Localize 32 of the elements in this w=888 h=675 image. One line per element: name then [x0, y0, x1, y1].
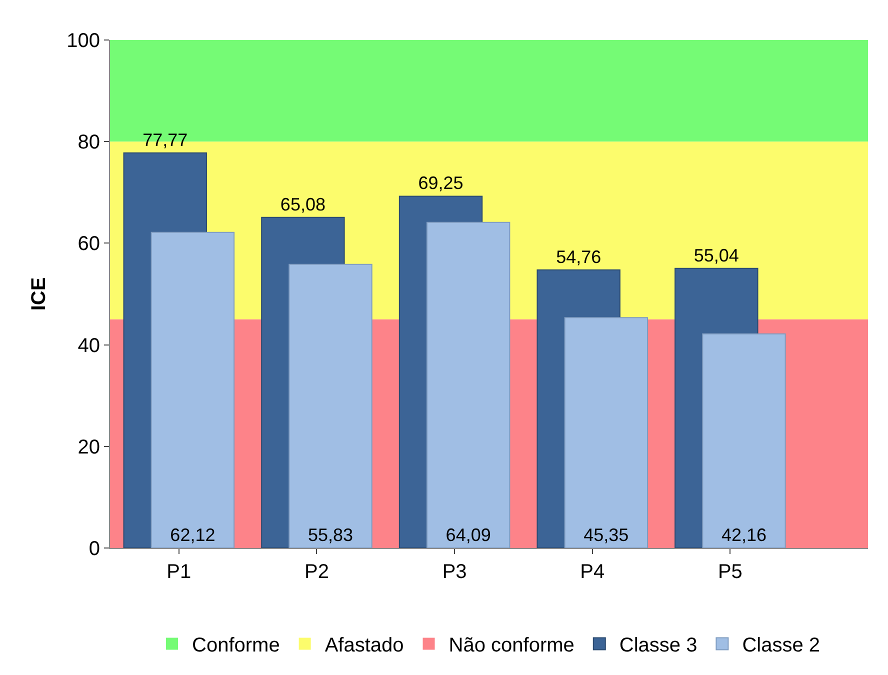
bar	[288, 264, 372, 548]
data-label: 55,83	[308, 525, 354, 545]
x-tick-label: P1	[166, 561, 192, 583]
legend-label: Classe 3	[619, 634, 698, 656]
x-tick-label: P4	[580, 561, 605, 583]
y-tick-label: 60	[78, 233, 100, 256]
y-tick-label: 100	[66, 30, 100, 52]
data-label: 64,09	[446, 525, 491, 545]
bar	[564, 317, 648, 548]
legend-label: Não conforme	[448, 634, 574, 656]
bar	[702, 333, 786, 548]
data-label: 65,08	[280, 194, 326, 214]
data-label: 54,76	[556, 246, 602, 267]
legend-label: Afastado	[324, 634, 404, 656]
x-tick-label: P5	[718, 561, 742, 583]
data-label: 42,16	[721, 525, 766, 545]
x-tick-label: P3	[442, 561, 467, 583]
data-label: 45,35	[584, 525, 629, 545]
x-tick-label: P2	[304, 561, 329, 583]
y-tick-label: 20	[78, 436, 100, 458]
y-tick-label: 80	[78, 132, 100, 154]
legend-label: Classe 2	[742, 634, 820, 656]
y-tick-label: 0	[88, 538, 100, 560]
data-label: 62,12	[170, 525, 216, 545]
y-tick-label: 40	[78, 334, 100, 357]
y-axis-title: ICE	[28, 277, 50, 311]
data-label: 55,04	[694, 245, 739, 266]
bar	[426, 222, 510, 548]
bar	[150, 232, 235, 548]
data-label: 77,77	[142, 130, 188, 150]
data-label: 69,25	[418, 173, 464, 194]
legend-label: Conforme	[192, 634, 280, 656]
